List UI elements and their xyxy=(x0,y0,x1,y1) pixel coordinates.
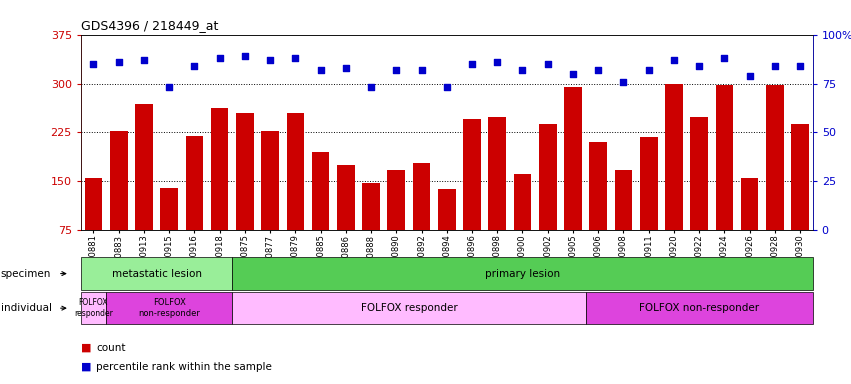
Bar xyxy=(690,118,708,230)
Point xyxy=(414,67,428,73)
Bar xyxy=(363,183,380,230)
Bar xyxy=(766,85,784,230)
Text: individual: individual xyxy=(1,303,52,313)
Point xyxy=(263,57,277,63)
Text: FOLFOX responder: FOLFOX responder xyxy=(361,303,457,313)
Point xyxy=(339,65,352,71)
Text: FOLFOX
non-responder: FOLFOX non-responder xyxy=(138,298,200,318)
Text: metastatic lesion: metastatic lesion xyxy=(111,268,202,279)
Point xyxy=(617,78,631,84)
Point xyxy=(111,59,125,65)
Text: ■: ■ xyxy=(81,343,91,353)
Point xyxy=(793,63,807,69)
Bar xyxy=(110,131,128,230)
Text: percentile rank within the sample: percentile rank within the sample xyxy=(96,362,272,372)
Text: primary lesion: primary lesion xyxy=(485,268,560,279)
Bar xyxy=(640,137,658,230)
Point xyxy=(390,67,403,73)
Point xyxy=(440,84,454,91)
Point xyxy=(541,61,555,67)
Point xyxy=(163,84,176,91)
Text: GDS4396 / 218449_at: GDS4396 / 218449_at xyxy=(81,19,218,32)
Bar xyxy=(287,113,304,230)
Bar xyxy=(186,136,203,230)
Bar xyxy=(488,118,506,230)
Bar xyxy=(590,142,607,230)
Point xyxy=(591,67,605,73)
Bar xyxy=(413,163,431,230)
Point xyxy=(566,71,580,77)
Bar xyxy=(337,165,355,230)
Point xyxy=(238,53,252,59)
Point xyxy=(288,55,302,61)
Text: ■: ■ xyxy=(81,362,91,372)
Bar xyxy=(716,85,734,230)
Point xyxy=(516,67,529,73)
Text: specimen: specimen xyxy=(1,268,51,279)
Bar xyxy=(791,124,809,230)
Point xyxy=(187,63,201,69)
Point xyxy=(667,57,681,63)
Bar xyxy=(84,178,102,230)
Bar xyxy=(514,174,531,230)
Bar xyxy=(387,170,405,230)
Bar xyxy=(463,119,481,230)
Bar xyxy=(564,87,582,230)
Point xyxy=(364,84,378,91)
Point xyxy=(490,59,504,65)
Bar xyxy=(311,152,329,230)
Point xyxy=(717,55,731,61)
Bar xyxy=(160,188,178,230)
Point xyxy=(642,67,655,73)
Point xyxy=(87,61,100,67)
Point xyxy=(743,73,757,79)
Text: FOLFOX
responder: FOLFOX responder xyxy=(74,298,113,318)
Bar xyxy=(261,131,279,230)
Bar xyxy=(614,170,632,230)
Point xyxy=(137,57,151,63)
Bar xyxy=(211,108,228,230)
Bar xyxy=(236,113,254,230)
Text: FOLFOX non-responder: FOLFOX non-responder xyxy=(639,303,759,313)
Point xyxy=(314,67,328,73)
Point xyxy=(768,63,782,69)
Bar xyxy=(740,178,758,230)
Bar xyxy=(438,189,455,230)
Bar xyxy=(539,124,557,230)
Point xyxy=(693,63,706,69)
Point xyxy=(465,61,479,67)
Bar xyxy=(135,104,153,230)
Point xyxy=(213,55,226,61)
Bar xyxy=(665,84,683,230)
Text: count: count xyxy=(96,343,126,353)
